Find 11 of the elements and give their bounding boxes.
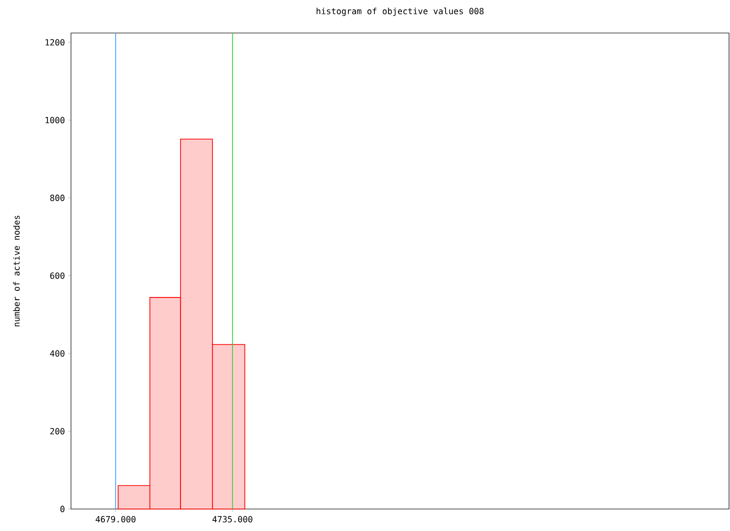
y-tick-label: 400	[50, 350, 64, 357]
y-tick-label: 0	[60, 506, 64, 512]
y-tick-label: 600	[50, 272, 64, 279]
y-tick-label: 800	[50, 194, 64, 202]
y-axis-title: number of active nodes	[13, 216, 20, 326]
y-tick-label: 1200	[46, 39, 64, 46]
x-tick-label: 4735.000	[212, 516, 252, 522]
y-tick-label: 1000	[46, 116, 64, 124]
x-tick-label: 4679.000	[96, 516, 136, 522]
y-tick-label: 200	[50, 428, 64, 434]
chart-title: histogram of objective values 008	[316, 8, 484, 16]
